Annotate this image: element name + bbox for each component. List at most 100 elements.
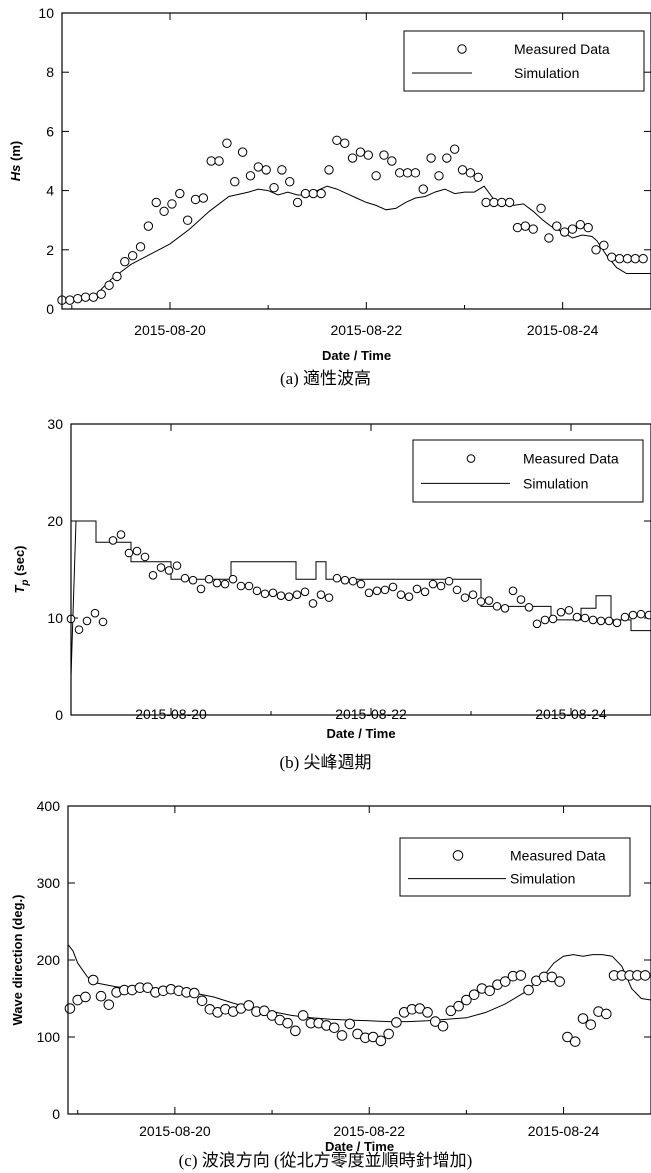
measured-point [112, 271, 122, 282]
measured-point [103, 999, 115, 1010]
measured-point [148, 571, 158, 580]
measured-point [269, 182, 279, 193]
measured-point [64, 1003, 76, 1014]
measured-point [428, 579, 438, 589]
measured-point [198, 193, 209, 203]
measured-point [132, 546, 142, 556]
measured-point [383, 1028, 394, 1040]
measured-point [228, 574, 238, 584]
measured-point [512, 222, 523, 233]
measured-point [290, 1025, 301, 1037]
measured-point [420, 587, 430, 597]
measured-point [175, 188, 185, 199]
measured-point [266, 1010, 278, 1021]
measured-point [80, 292, 91, 302]
measured-point [167, 199, 177, 209]
measured-point [347, 153, 358, 163]
y-tick-label: 2 [46, 242, 54, 258]
measured-point [612, 618, 622, 628]
measured-point [142, 982, 153, 994]
measured-point [422, 1007, 433, 1018]
y-axis-title-main: Wave direction [10, 933, 25, 1025]
measured-point [104, 280, 114, 291]
measured-point [489, 197, 499, 208]
legend-label-simulation: Simulation [523, 475, 588, 491]
measured-point [546, 971, 558, 983]
measured-point [300, 188, 311, 199]
caption-a: (a) 適性波高 [279, 369, 372, 388]
plot-frame [67, 805, 651, 1115]
measured-point [644, 610, 651, 620]
y-axis-title: Wave direction (deg.) [10, 895, 25, 1026]
measured-point [372, 586, 382, 596]
measured-point [135, 242, 146, 252]
measured-point [196, 995, 208, 1007]
measured-point [116, 530, 126, 539]
measured-point [236, 581, 246, 591]
measured-point [515, 970, 527, 981]
measured-point [189, 987, 200, 999]
measured-point [449, 144, 460, 154]
measured-point [243, 1000, 255, 1011]
measured-point [636, 609, 646, 619]
measured-point [453, 1000, 464, 1012]
measured-point [562, 1031, 573, 1043]
x-tick-label: 2015-08-20 [135, 706, 207, 722]
measured-point [396, 590, 406, 600]
measured-point [548, 614, 558, 624]
measured-point [297, 1010, 309, 1021]
measured-point [556, 607, 566, 617]
measured-point [379, 150, 389, 160]
measured-point [588, 615, 598, 625]
y-tick-label: 0 [46, 301, 54, 317]
measured-point [87, 974, 99, 986]
measured-point [540, 615, 550, 625]
measured-point [355, 147, 366, 157]
measured-point [196, 584, 206, 594]
measured-point [460, 593, 470, 602]
x-tick-label: 2015-08-22 [333, 1123, 405, 1139]
measured-point [524, 603, 534, 612]
y-tick-label: 6 [46, 123, 54, 139]
y-tick-label: 0 [52, 1106, 60, 1122]
measured-point [476, 597, 486, 606]
measured-point [324, 165, 334, 175]
measured-point [523, 984, 534, 996]
measured-point [622, 253, 633, 264]
measured-point [292, 590, 302, 600]
measured-point [410, 168, 421, 178]
measured-point [468, 989, 480, 1000]
measured-point [457, 165, 468, 175]
measured-point [260, 589, 270, 599]
measured-point [308, 599, 318, 608]
measured-point [282, 1017, 293, 1029]
measured-point [180, 573, 190, 583]
y-tick-label: 0 [55, 707, 63, 723]
measured-point [596, 616, 606, 626]
measured-point [261, 165, 271, 175]
x-tick-label: 2015-08-20 [139, 1123, 211, 1139]
measured-point [336, 1030, 348, 1041]
measured-point [583, 222, 593, 233]
y-tick-label: 300 [37, 875, 61, 891]
measured-point [569, 1036, 581, 1047]
measured-point [388, 582, 398, 592]
simulation-line [61, 185, 651, 301]
legend-label-measured: Measured Data [523, 451, 619, 467]
measured-point [580, 613, 590, 623]
measured-point [544, 233, 554, 243]
measured-point [528, 224, 538, 234]
chart-b: 0 10 20 30 2015-08-20 2015-08-22 2015-08-24 Mea… [12, 416, 651, 741]
measured-point [575, 219, 586, 230]
measured-point [127, 251, 138, 261]
measured-point [164, 566, 174, 575]
measured-point [577, 1013, 589, 1024]
measured-point [80, 991, 91, 1003]
measured-point [356, 579, 366, 589]
measured-point [284, 592, 294, 601]
measured-point [402, 168, 413, 178]
measured-point [258, 1005, 270, 1017]
y-axis-title: Hs (m) [8, 141, 23, 181]
measured-point [630, 253, 640, 264]
measured-point [394, 168, 405, 178]
